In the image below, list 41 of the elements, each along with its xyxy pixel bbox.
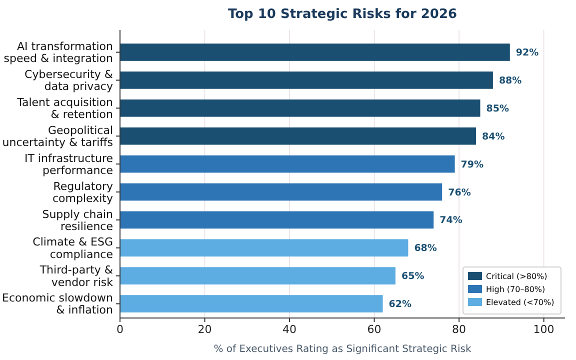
- data-label: 84%: [482, 131, 506, 142]
- y-tick-label: Climate & ESG compliance: [32, 236, 114, 261]
- bar: [120, 155, 455, 173]
- y-tick-label: Third-party & vendor risk: [38, 264, 114, 289]
- y-tick-label: Regulatory complexity: [52, 180, 114, 205]
- x-tick-label: 60: [367, 323, 382, 336]
- data-label: 62%: [388, 299, 412, 310]
- bar: [120, 99, 480, 117]
- x-tick-label: 80: [452, 323, 466, 336]
- y-tick-label: IT infrastructure performance: [24, 152, 114, 177]
- chart-title: Top 10 Strategic Risks for 2026: [228, 7, 458, 22]
- bar: [120, 72, 493, 89]
- bar: [120, 127, 476, 145]
- bar: [120, 183, 442, 201]
- data-label: 92%: [516, 48, 540, 59]
- x-tick-label: 100: [533, 323, 554, 336]
- data-label: 68%: [414, 243, 438, 254]
- y-tick-label: Talent acquisition & retention: [16, 96, 114, 122]
- y-tick-label: Supply chain resilience: [42, 208, 114, 233]
- y-tick-label: Geopolitical uncertainty & tariffs: [2, 124, 114, 150]
- y-tick-label: AI transformation speed & integration: [4, 40, 114, 66]
- x-axis-title: % of Executives Rating as Significant Strategic Risk: [214, 344, 472, 355]
- x-tick-label: 0: [116, 323, 124, 336]
- data-label: 65%: [401, 271, 425, 282]
- legend-label: Critical (>80%): [486, 272, 548, 281]
- data-label: 88%: [498, 76, 522, 87]
- bar: [120, 295, 383, 312]
- y-tick-label: Cybersecurity & data privacy: [24, 68, 114, 94]
- y-tick-label: Economic slowdown & inflation: [2, 292, 114, 317]
- data-label: 74%: [440, 215, 463, 226]
- x-tick-label: 40: [282, 323, 297, 336]
- data-label: 85%: [486, 103, 510, 114]
- x-tick-label: 20: [198, 323, 212, 336]
- data-label: 79%: [460, 159, 484, 170]
- data-label: 76%: [448, 187, 472, 198]
- legend-label: Elevated (<70%): [486, 298, 554, 307]
- bar: [120, 267, 396, 284]
- legend-label: High (70–80%): [486, 284, 546, 294]
- bar: [120, 44, 510, 61]
- bar: [120, 211, 434, 229]
- bar: [120, 239, 408, 257]
